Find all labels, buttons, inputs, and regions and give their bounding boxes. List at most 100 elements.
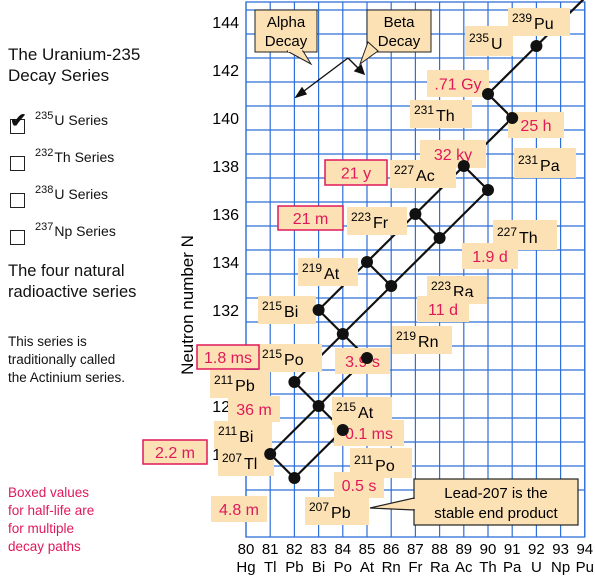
- series-u238[interactable]: 238U Series: [10, 184, 109, 208]
- alpha-label-line-1: Alpha: [267, 14, 306, 31]
- series-label: Np Series: [54, 223, 116, 239]
- nuclide-dot: [482, 184, 494, 196]
- nuclide-label-bg: [258, 296, 316, 324]
- series-checkbox[interactable]: [10, 156, 25, 171]
- note-line-2: traditionally called: [8, 352, 116, 367]
- z-tick-label: 80: [238, 541, 255, 558]
- decay-alpha-path: [390, 237, 441, 287]
- decay-alpha-path: [487, 45, 538, 95]
- y-axis-label: Neutron number N: [178, 235, 197, 375]
- y-tick-label: 140: [212, 111, 239, 128]
- element-symbol-label: Pa: [503, 559, 522, 576]
- nuclide-dot: [409, 208, 422, 220]
- nuclide-label-bg: [210, 370, 270, 398]
- half-life-bg: [427, 70, 489, 97]
- element-symbol-label: Ra: [430, 559, 450, 576]
- z-tick-label: 90: [480, 541, 497, 558]
- end-product-callout: Lead-207 is the stable end product: [369, 478, 579, 526]
- alpha-arrow: [299, 57, 349, 95]
- nuclide-dot: [433, 232, 446, 244]
- nuclide-mass: 231: [414, 103, 434, 117]
- nuclide-symbol: U: [491, 36, 503, 53]
- element-symbol-label: Hg: [236, 559, 255, 576]
- y-tick-label: 132: [212, 303, 239, 320]
- boxnote-line-3: for multiple: [8, 521, 75, 536]
- series-checkbox[interactable]: [10, 193, 25, 208]
- nuclide-label: 227 Th: [497, 225, 538, 247]
- nuclide-dot: [336, 328, 349, 340]
- half-life-value: 36 m: [236, 402, 272, 419]
- beta-arrow-head: [353, 63, 366, 76]
- half-life-value: 32 ky: [434, 147, 472, 164]
- nuclide-dot: [288, 472, 301, 484]
- boxnote-line-1: Boxed values: [8, 485, 90, 500]
- series-mass: 237: [35, 221, 54, 233]
- z-tick-label: 81: [262, 541, 279, 558]
- z-tick-label: 87: [407, 541, 424, 558]
- nuclide-symbol: Pa: [540, 158, 560, 175]
- z-tick-label: 88: [431, 541, 448, 558]
- nuclide-dot: [312, 400, 325, 412]
- nuclide-label: 211 Pb: [214, 373, 255, 395]
- z-tick-label: 93: [552, 541, 569, 558]
- nuclide-dot: [530, 40, 543, 52]
- subtitle: The four natural radioactive series: [8, 261, 193, 303]
- nuclide-dots: [264, 40, 543, 484]
- nuclide-symbol: Rn: [418, 334, 438, 351]
- note-line-1: This series is: [8, 334, 87, 349]
- nuclide-label: 215 Bi: [262, 299, 298, 321]
- beta-label-line-1: Beta: [384, 14, 416, 31]
- end-product-line-1: Lead-207 is the: [444, 485, 547, 502]
- half-life-value: 21 y: [341, 166, 371, 183]
- nuclide-label: 207 Tl: [222, 451, 257, 473]
- nuclide-label-bg: [508, 8, 570, 36]
- diagram-title: The Uranium-235 Decay Series: [8, 44, 198, 86]
- nuclide-label: 235 U: [469, 31, 503, 53]
- half-life-bg: [420, 140, 486, 168]
- nuclide-label: 231 Th: [414, 103, 455, 125]
- half-life-value: .71 Gy: [434, 77, 481, 94]
- boxed-values-note: Boxed values for half-life are for multi…: [8, 484, 148, 556]
- nuclide-label: 231 Pa: [518, 153, 560, 175]
- nuclide-symbol: Bi: [239, 429, 253, 446]
- half-life-boxed-bg: [142, 439, 208, 465]
- series-checkbox[interactable]: [10, 230, 25, 245]
- decay-direction-arrows: [294, 57, 366, 99]
- element-symbol-label: At: [360, 559, 375, 576]
- nuclide-dot: [457, 160, 470, 172]
- nuclide-symbol: Pu: [534, 16, 554, 33]
- z-tick-label: 94: [576, 541, 593, 558]
- series-u235[interactable]: ✔ 235U Series: [10, 110, 108, 134]
- z-tick-label: 83: [310, 541, 327, 558]
- nuclide-symbol: At: [358, 405, 374, 422]
- half-life-boxed-bg: [196, 344, 260, 370]
- end-product-line-2: stable end product: [434, 505, 558, 522]
- half-life-bg: [417, 296, 469, 322]
- nuclide-mass: 227: [394, 163, 414, 177]
- series-th232[interactable]: 232Th Series: [10, 147, 114, 171]
- nuclide-mass: 215: [262, 347, 282, 361]
- chart-grid: [245, 1, 586, 538]
- half-life-value: 21 m: [293, 211, 329, 228]
- y-tick-label: 144: [212, 15, 239, 32]
- series-note: This series is traditionally called the …: [8, 333, 183, 387]
- beta-label-line-2: Decay: [378, 33, 421, 50]
- element-symbol-label: Pu: [576, 559, 594, 576]
- nuclide-dot: [264, 448, 277, 460]
- half-life-value: 0.1 ms: [345, 426, 393, 443]
- z-tick-label: 82: [286, 541, 303, 558]
- y-tick-label: 136: [212, 207, 239, 224]
- series-checkbox-checked[interactable]: ✔: [10, 111, 27, 134]
- nuclide-mass: 235: [469, 31, 489, 45]
- element-symbol-label: Rn: [382, 559, 401, 576]
- nuclide-dot: [312, 304, 325, 316]
- nuclide-mass: 207: [222, 451, 242, 465]
- nuclide-label: 227 Ac: [394, 163, 435, 185]
- y-tick-label: 142: [212, 63, 239, 80]
- series-mass: 235: [35, 110, 54, 122]
- half-life-value: 1.8 ms: [204, 350, 252, 367]
- title-line-2: Decay Series: [8, 66, 110, 85]
- series-np237[interactable]: 237Np Series: [10, 221, 116, 245]
- series-label: U Series: [54, 186, 109, 202]
